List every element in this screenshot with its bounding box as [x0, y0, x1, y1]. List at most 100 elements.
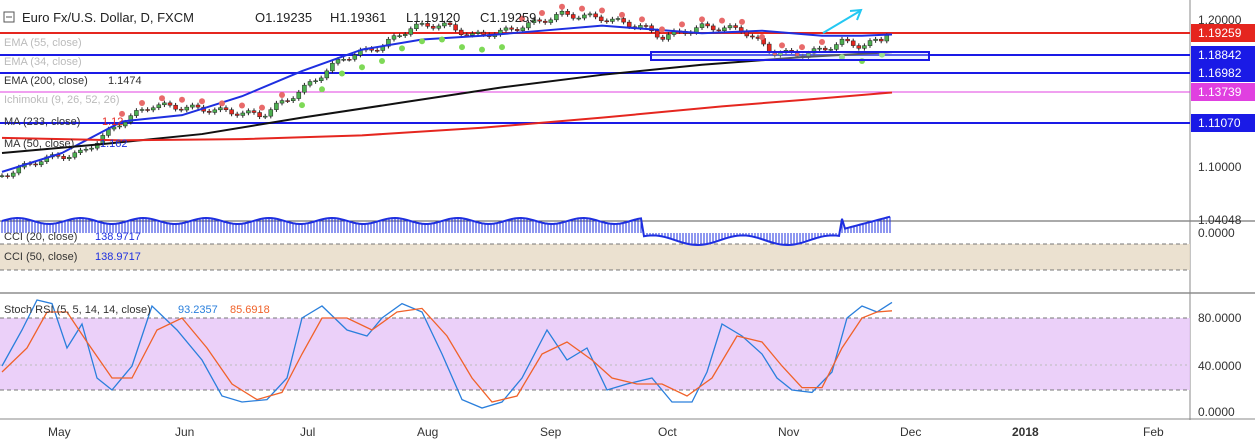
candle-body — [604, 20, 610, 23]
ichimoku-dot — [579, 5, 585, 12]
candle-body — [402, 34, 408, 36]
candle-body — [206, 110, 212, 113]
cci-band — [0, 244, 1190, 270]
candle-body — [139, 109, 145, 111]
candle-body — [733, 25, 738, 28]
ichimoku-dot — [819, 39, 825, 46]
candle-body — [240, 112, 246, 116]
horizontal-price-levels — [0, 32, 1190, 124]
ohlc-low: L1.19120 — [406, 10, 460, 25]
stoch-k-value: 93.2357 — [178, 304, 218, 316]
time-axis[interactable]: May Jun Jul Aug Sep Oct Nov Dec 2018 Feb — [48, 425, 1164, 439]
candle-body — [223, 107, 229, 111]
candle-body — [184, 106, 190, 111]
ichimoku-dot — [459, 44, 465, 51]
ichimoku-dot — [839, 54, 845, 61]
candle-body — [262, 115, 268, 118]
candle-body — [598, 16, 604, 22]
time-axis-label: May — [48, 425, 71, 439]
legend-ema34[interactable]: EMA (34, close) — [4, 56, 82, 68]
candle-body — [134, 110, 139, 116]
legend-ema55[interactable]: EMA (55, close) — [4, 37, 82, 49]
candle-body — [565, 10, 570, 15]
candle-body — [531, 19, 537, 23]
legend-ma233[interactable]: MA (233, close) — [4, 116, 80, 128]
consolidation-box[interactable] — [650, 51, 930, 61]
candle-body — [72, 152, 78, 158]
legend-ma50[interactable]: MA (50, close) — [4, 138, 74, 150]
ichimoku-dot — [479, 46, 485, 53]
time-axis-label: Jun — [175, 425, 194, 439]
candle-body — [828, 49, 834, 51]
candle-body — [324, 70, 330, 79]
candle-body — [699, 23, 705, 28]
candle-body — [285, 100, 290, 102]
candle-body — [117, 125, 122, 128]
candle-body — [38, 161, 44, 166]
candle-body — [509, 27, 514, 30]
candle-body — [430, 26, 436, 29]
candle-body — [705, 23, 710, 27]
price-level-value: 1.18842 — [1198, 48, 1242, 62]
indicator-legend: EMA (55, close) EMA (34, close) EMA (200… — [4, 37, 142, 150]
candle-body — [218, 107, 223, 111]
candle-body — [89, 147, 94, 150]
price-tick-1-10: 1.10000 — [1198, 160, 1242, 174]
cci-series — [1, 215, 891, 246]
candle-body — [862, 45, 867, 49]
ichimoku-dot — [799, 44, 805, 51]
collapse-icon[interactable] — [3, 11, 15, 23]
ichimoku-dot — [759, 33, 765, 40]
candle-body — [587, 13, 593, 16]
time-axis-label: Dec — [900, 425, 921, 439]
candle-body — [520, 27, 526, 31]
price-level-badge — [1191, 64, 1255, 82]
ichimoku-dot — [499, 44, 505, 51]
ichimoku-dot — [379, 57, 385, 64]
candle-body — [251, 110, 257, 113]
ichimoku-dot — [119, 110, 125, 117]
stoch-d-value: 85.6918 — [230, 304, 270, 316]
time-axis-label: Oct — [658, 425, 677, 439]
candle-body — [845, 38, 850, 42]
candle-body — [453, 24, 458, 31]
candle-body — [212, 109, 218, 113]
stoch-label[interactable]: Stoch RSI (5, 5, 14, 14, close) — [4, 304, 151, 316]
time-axis-label: Feb — [1143, 425, 1164, 439]
cci-label-2[interactable]: CCI (50, close) — [4, 251, 77, 263]
ohlc-high: H1.19361 — [330, 10, 386, 25]
legend-ichimoku[interactable]: Ichimoku (9, 26, 52, 26) — [4, 94, 120, 106]
ichimoku-dot — [399, 45, 405, 52]
price-level-badge — [1191, 114, 1255, 132]
price-level-value: 1.13739 — [1198, 85, 1242, 99]
candle-body — [654, 30, 660, 38]
ichimoku-dot — [299, 102, 305, 109]
ichimoku-dot — [239, 102, 245, 109]
price-level-value: 1.19259 — [1198, 26, 1242, 40]
candle-body — [33, 163, 38, 166]
candle-body — [83, 148, 89, 151]
candle-body — [386, 38, 391, 47]
candle-body — [195, 104, 201, 108]
time-axis-label: Aug — [417, 425, 438, 439]
candle-body — [470, 33, 475, 36]
candle-body — [234, 113, 240, 116]
price-tick-bottom: 1.04048 — [1198, 213, 1242, 227]
candle-body — [615, 18, 621, 20]
candle-body — [559, 10, 565, 15]
candle-body — [296, 91, 302, 99]
candle-body — [811, 48, 817, 54]
arrow-annotation[interactable] — [822, 8, 863, 34]
candle-body — [268, 109, 274, 117]
ohlc-close: C1.19259 — [480, 10, 536, 25]
candle-body — [145, 109, 150, 111]
candle-body — [229, 109, 234, 115]
price-level-badge — [1191, 46, 1255, 64]
cci-label-1[interactable]: CCI (20, close) — [4, 231, 77, 243]
candle-body — [548, 19, 554, 23]
legend-ema200[interactable]: EMA (200, close) — [4, 75, 88, 87]
ichimoku-dot — [539, 10, 545, 17]
stoch-tick-0: 0.0000 — [1198, 405, 1235, 419]
ichimoku-dot — [139, 99, 145, 106]
